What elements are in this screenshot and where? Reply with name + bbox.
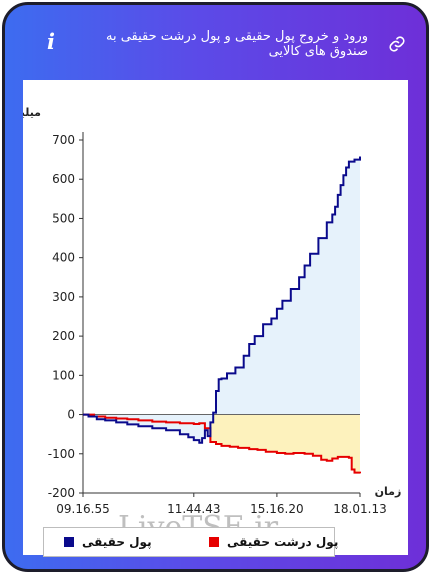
info-icon[interactable]: i [47,29,55,54]
y-tick-label: -100 [48,447,75,461]
series-line-big-real-money [83,413,361,474]
legend-swatch-big-real-money [209,537,219,547]
y-tick-label: 600 [52,172,75,186]
link-icon[interactable] [388,35,406,53]
x-axis-title: زمان [375,485,402,498]
card-header: ورود و خروج پول حقیقی و پول درشت حقیقی ب… [5,5,426,80]
x-tick-label: 18.01.13 [333,502,386,516]
x-tick-label: 11.44.43 [167,502,220,516]
x-tick-label: 15.16.20 [250,502,303,516]
legend-label-big-real-money: پول درشت حقیقی [227,535,339,549]
y-tick-label: 300 [52,290,75,304]
y-tick-label: 200 [52,329,75,343]
x-tick-label: 09.16.55 [56,502,109,516]
y-tick-label: 700 [52,133,75,147]
y-axis-title: میلیارد تومان [23,106,41,119]
series-area-real-money [83,156,360,443]
line-chart: 700 600 500 400 300 200 100 0 -100 -200 09.16.55 11… [23,106,402,516]
chart-panel: 700 600 500 400 300 200 100 0 -100 -200 09.16.55 11… [23,80,408,557]
series-line-real-money [83,156,361,444]
chart-card: ورود و خروج پول حقیقی و پول درشت حقیقی ب… [2,2,429,572]
legend-label-real-money: پول حقیقی [82,535,152,549]
legend-swatch-real-money [64,537,74,547]
y-tick-label: 0 [67,408,75,422]
y-tick-label: 100 [52,368,75,382]
chart-legend: پول حقیقی پول درشت حقیقی [43,527,339,557]
card-title: ورود و خروج پول حقیقی و پول درشت حقیقی ب… [105,29,368,59]
y-tick-label: 500 [52,211,75,225]
y-tick-label: 400 [52,251,75,265]
y-tick-label: -200 [48,486,75,500]
